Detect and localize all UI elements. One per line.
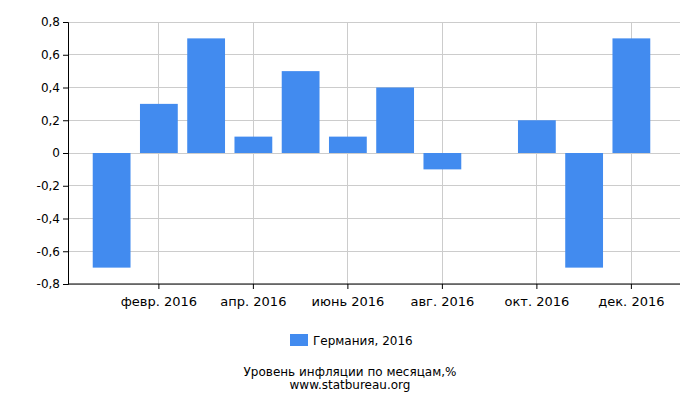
tick-mark bbox=[347, 284, 348, 289]
bar bbox=[140, 104, 178, 153]
tick: -0,4 bbox=[37, 212, 68, 226]
tick: окт. 2016 bbox=[505, 284, 570, 309]
tick-label: 0,6 bbox=[41, 48, 60, 62]
bar bbox=[565, 153, 603, 268]
tick-mark bbox=[63, 153, 68, 154]
title: Уровень инфляции по месяцам,% bbox=[244, 365, 457, 379]
legend-label: Германия, 2016 bbox=[313, 334, 413, 348]
tick-mark bbox=[158, 284, 159, 289]
tick: авг. 2016 bbox=[410, 284, 474, 309]
tick-label: 0,8 bbox=[41, 15, 60, 29]
bar bbox=[282, 71, 320, 153]
tick: 0,6 bbox=[41, 48, 68, 62]
x-axis: февр. 2016 апр. 2016 июнь 2016 авг. 2016 окт… bbox=[68, 284, 680, 309]
y-axis: -0,8 -0,6 -0,4 -0,2 0 0,2 0,4 0,6 0,8 bbox=[37, 15, 69, 291]
tick-label: -0,8 bbox=[37, 277, 60, 291]
tick: июнь 2016 bbox=[311, 284, 384, 309]
subtitle: www.statbureau.org bbox=[290, 378, 411, 392]
tick-mark bbox=[63, 120, 68, 121]
tick-mark bbox=[63, 22, 68, 23]
tick-label: -0,4 bbox=[37, 212, 60, 226]
tick: февр. 2016 bbox=[121, 284, 197, 309]
tick: 0,2 bbox=[41, 114, 68, 128]
tick-mark bbox=[63, 284, 68, 285]
tick-label: 0 bbox=[52, 146, 60, 160]
bar bbox=[612, 38, 650, 153]
grid-line bbox=[68, 22, 680, 23]
chart: -0,8 -0,6 -0,4 -0,2 0 0,2 0,4 0,6 0,8 февр. 2016 а… bbox=[0, 0, 700, 400]
bar bbox=[329, 137, 367, 153]
tick-mark bbox=[63, 88, 68, 89]
tick-label: 0,2 bbox=[41, 114, 60, 128]
tick: -0,8 bbox=[37, 277, 68, 291]
axis-line bbox=[68, 284, 680, 285]
tick-mark bbox=[631, 284, 632, 289]
bars bbox=[93, 38, 651, 267]
tick-label: окт. 2016 bbox=[505, 294, 570, 309]
tick: дек. 2016 bbox=[598, 284, 664, 309]
tick-mark bbox=[63, 251, 68, 252]
tick: 0,8 bbox=[41, 15, 68, 29]
tick-mark bbox=[536, 284, 537, 289]
bar bbox=[471, 153, 509, 154]
tick-label: авг. 2016 bbox=[410, 294, 474, 309]
bar bbox=[518, 120, 556, 153]
grid-line bbox=[68, 284, 680, 285]
tick-mark bbox=[63, 219, 68, 220]
axis-line bbox=[63, 23, 69, 285]
tick-mark bbox=[442, 284, 443, 289]
tick-mark bbox=[63, 55, 68, 56]
tick: апр. 2016 bbox=[220, 284, 286, 309]
bar bbox=[234, 137, 272, 153]
tick: -0,2 bbox=[37, 179, 68, 193]
tick-label: дек. 2016 bbox=[598, 294, 664, 309]
tick-label: 0,4 bbox=[41, 81, 60, 95]
tick: -0,6 bbox=[37, 245, 68, 259]
tick: 0,4 bbox=[41, 81, 68, 95]
bar bbox=[187, 38, 225, 153]
tick-label: апр. 2016 bbox=[220, 294, 286, 309]
grid bbox=[68, 22, 680, 284]
bar bbox=[93, 153, 131, 268]
tick: 0 bbox=[52, 146, 68, 160]
tick-label: июнь 2016 bbox=[311, 294, 384, 309]
tick-label: -0,2 bbox=[37, 179, 60, 193]
legend: Германия, 2016 bbox=[290, 334, 413, 348]
bar bbox=[376, 88, 414, 154]
tick-mark bbox=[63, 186, 68, 187]
bar bbox=[423, 153, 461, 169]
tick-mark bbox=[253, 284, 254, 289]
tick-label: -0,6 bbox=[37, 245, 60, 259]
tick-label: февр. 2016 bbox=[121, 294, 197, 309]
legend-swatch bbox=[290, 334, 308, 346]
grid-line bbox=[68, 54, 680, 55]
grid-line bbox=[68, 87, 680, 88]
